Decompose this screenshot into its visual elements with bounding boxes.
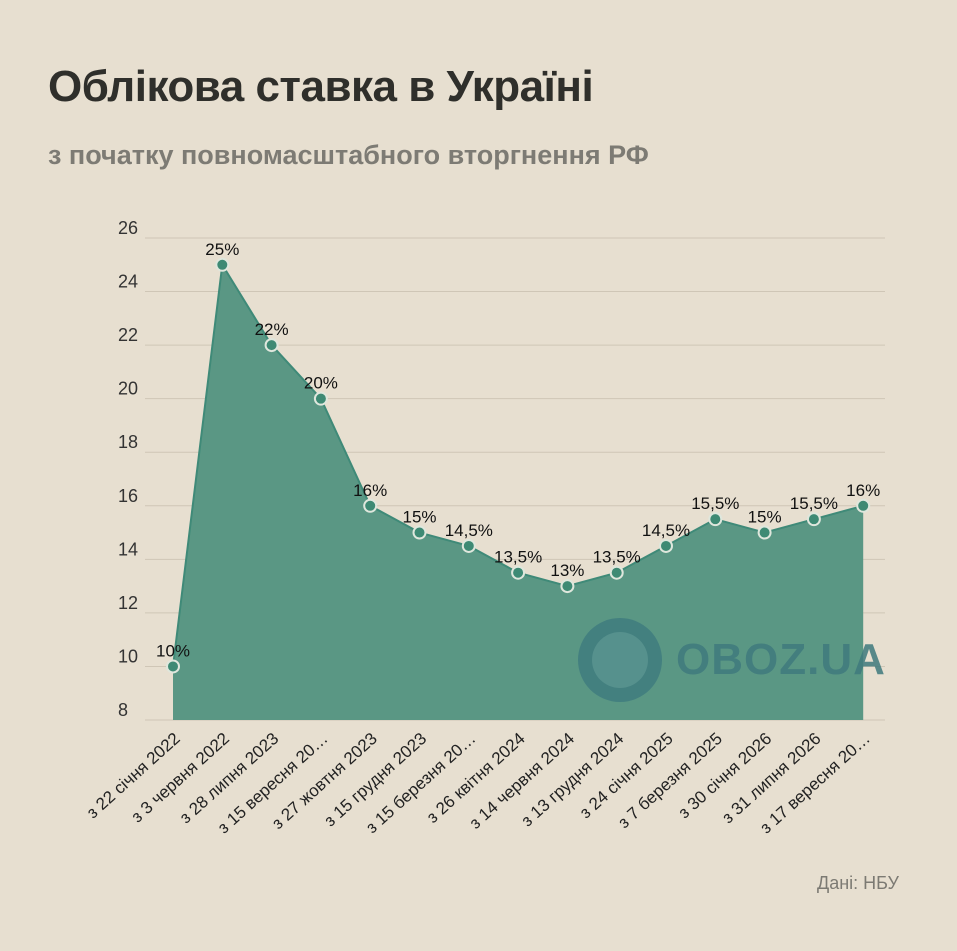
data-point [166, 659, 180, 674]
y-tick-label: 8 [118, 700, 128, 720]
data-label: 15% [402, 508, 436, 527]
data-points [166, 257, 871, 674]
data-label: 13% [550, 561, 584, 580]
data-labels: 10%25%22%20%16%15%14,5%13,5%13%13,5%14,5… [156, 240, 880, 661]
data-point [412, 525, 427, 540]
data-label: 14,5% [642, 521, 690, 540]
chart-title: Облікова ставка в Україні [48, 62, 594, 111]
data-point [609, 565, 624, 580]
y-tick-label: 18 [118, 432, 138, 452]
data-label: 25% [205, 240, 239, 259]
data-label: 22% [255, 320, 289, 339]
data-label: 20% [304, 374, 338, 393]
data-point [511, 565, 526, 580]
data-point [659, 538, 673, 553]
data-label: 13,5% [494, 548, 542, 567]
data-label: 15,5% [790, 494, 838, 513]
y-tick-label: 12 [118, 593, 138, 613]
y-tick-label: 24 [118, 272, 138, 292]
data-point [560, 579, 575, 594]
area-fill [173, 264, 864, 720]
data-label: 10% [156, 641, 190, 660]
data-label: 13,5% [593, 548, 641, 567]
data-point [708, 512, 723, 527]
y-axis-ticks: 8 10 12 14 16 18 20 22 24 26 [118, 218, 138, 720]
globe-icon [578, 618, 662, 702]
data-point [757, 525, 772, 540]
data-point [215, 257, 230, 272]
data-source: Дані: НБУ [817, 873, 899, 893]
y-tick-label: 20 [118, 379, 138, 399]
watermark-text: OBOZ.UA [676, 635, 886, 684]
data-point [264, 338, 279, 353]
data-point [461, 538, 476, 553]
data-label: 14,5% [445, 521, 493, 540]
y-tick-label: 16 [118, 486, 138, 506]
data-point [856, 498, 871, 513]
watermark: OBOZ.UA [578, 618, 886, 702]
y-tick-label: 14 [118, 539, 138, 559]
data-label: 15% [748, 508, 782, 527]
data-label: 16% [846, 481, 880, 500]
data-point [806, 512, 821, 527]
y-tick-label: 10 [118, 646, 138, 666]
chart-subtitle: з початку повномасштабного вторгнення РФ [48, 140, 649, 170]
y-tick-label: 22 [118, 325, 138, 345]
data-point [313, 391, 328, 406]
data-label: 16% [353, 481, 387, 500]
y-tick-label: 26 [118, 218, 138, 238]
data-label: 15,5% [691, 494, 739, 513]
data-point [363, 498, 378, 513]
